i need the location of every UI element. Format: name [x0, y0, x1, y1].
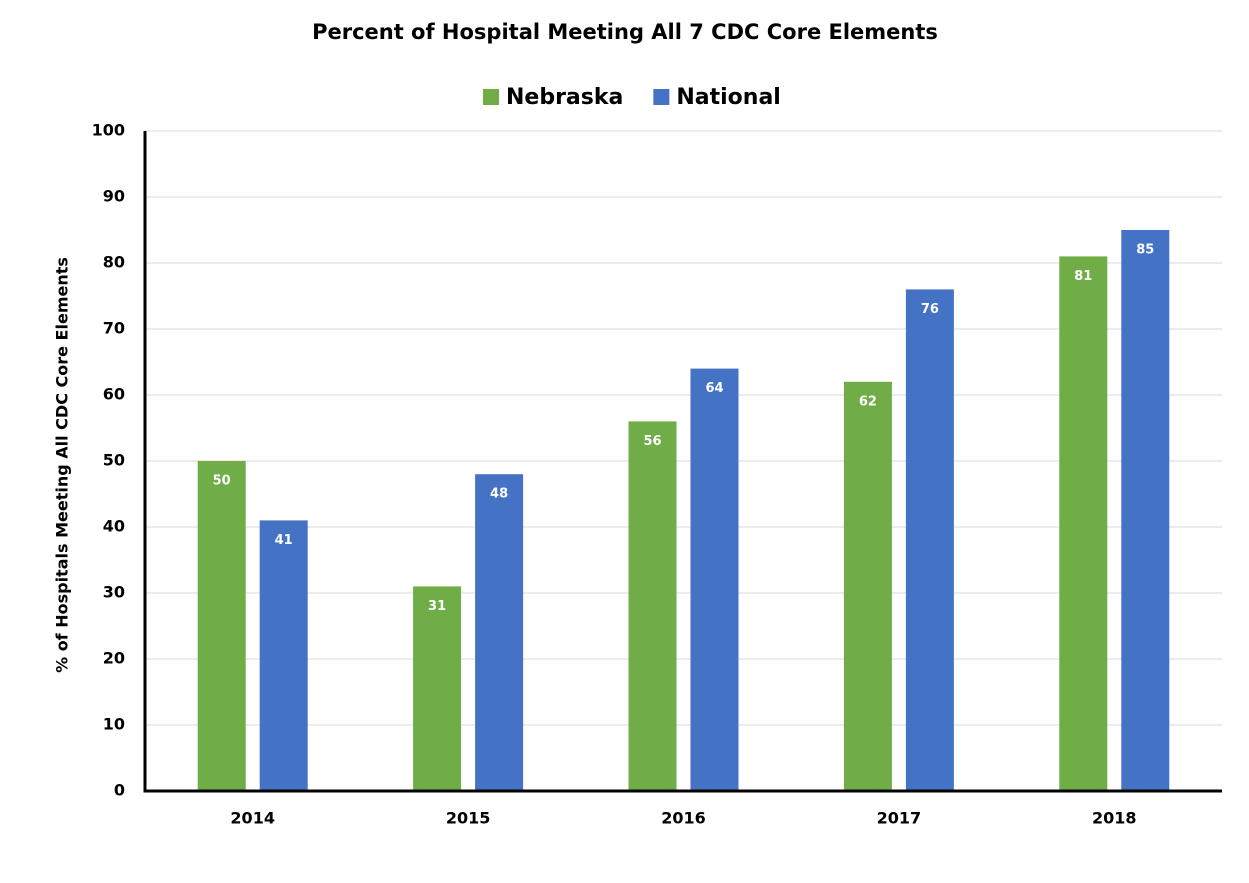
y-tick-label: 40: [103, 517, 125, 536]
bar: [1121, 230, 1170, 791]
data-label: 62: [859, 394, 877, 409]
x-tick-label: 2017: [877, 809, 922, 828]
x-tick-label: 2018: [1092, 809, 1137, 828]
data-label: 81: [1074, 269, 1092, 284]
data-label: 64: [705, 381, 723, 396]
bar: [628, 421, 677, 791]
data-label: 50: [213, 474, 231, 489]
data-label: 48: [490, 487, 508, 502]
data-label: 56: [643, 434, 661, 449]
bar: [690, 368, 739, 791]
y-tick-label: 70: [103, 319, 125, 338]
legend-label: National: [676, 85, 780, 110]
bar: [1059, 256, 1108, 791]
y-tick-label: 100: [92, 121, 125, 140]
y-tick-label: 90: [103, 187, 125, 206]
y-tick-label: 60: [103, 385, 125, 404]
chart-title: Percent of Hospital Meeting All 7 CDC Co…: [312, 20, 938, 44]
data-label: 41: [275, 533, 293, 548]
bar: [843, 381, 892, 791]
y-tick-label: 50: [103, 451, 125, 470]
y-tick-label: 20: [103, 649, 125, 668]
bar: [413, 586, 462, 791]
y-tick-label: 0: [114, 781, 125, 800]
data-label: 31: [428, 599, 446, 614]
y-tick-label: 80: [103, 253, 125, 272]
y-axis-label: % of Hospitals Meeting All CDC Core Elem…: [53, 257, 72, 673]
legend-swatch: [483, 89, 499, 105]
x-tick-label: 2015: [446, 809, 491, 828]
data-label: 85: [1136, 243, 1154, 258]
bar: [905, 289, 954, 791]
bar: [475, 474, 524, 791]
y-tick-label: 10: [103, 715, 125, 734]
x-tick-label: 2014: [230, 809, 275, 828]
legend-swatch: [653, 89, 670, 105]
legend-label: Nebraska: [506, 85, 623, 110]
x-tick-label: 2016: [661, 809, 706, 828]
data-label: 76: [921, 302, 939, 317]
y-tick-label: 30: [103, 583, 125, 602]
bar: [197, 461, 246, 791]
bar: [259, 520, 308, 791]
